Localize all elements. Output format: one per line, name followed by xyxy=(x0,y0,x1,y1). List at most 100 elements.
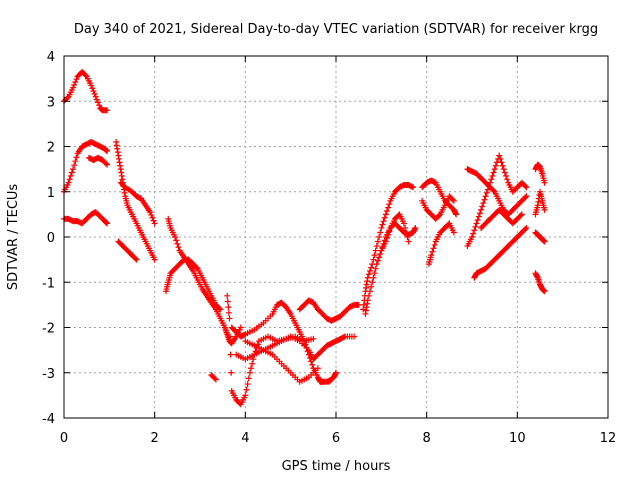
data-point xyxy=(149,214,156,221)
series-sat-aa xyxy=(532,161,548,186)
series-sat-w xyxy=(464,152,530,250)
data-point xyxy=(242,392,249,399)
data-point xyxy=(216,305,223,312)
data-point xyxy=(248,365,254,372)
data-point xyxy=(104,220,111,227)
data-point xyxy=(450,229,457,236)
data-point xyxy=(480,200,487,207)
y-tick-label: 4 xyxy=(47,50,55,65)
data-point xyxy=(151,220,158,227)
data-point xyxy=(518,211,525,218)
data-point xyxy=(369,279,376,286)
data-point xyxy=(228,369,235,376)
data-point xyxy=(68,169,75,176)
data-point xyxy=(499,162,506,169)
data-point xyxy=(405,238,412,245)
data-point xyxy=(503,172,509,179)
data-point xyxy=(309,361,316,368)
data-point xyxy=(73,76,80,83)
data-point xyxy=(193,264,200,271)
data-point xyxy=(365,271,372,278)
series-sat-c xyxy=(85,154,111,168)
x-tick-label: 12 xyxy=(600,431,617,446)
data-point xyxy=(372,247,379,254)
data-point xyxy=(368,283,375,290)
data-point xyxy=(541,288,548,295)
data-point xyxy=(522,183,529,190)
data-point xyxy=(373,243,380,250)
data-point xyxy=(224,298,231,305)
data-point xyxy=(386,201,393,208)
data-point xyxy=(483,189,490,196)
data-point xyxy=(96,102,103,109)
data-point xyxy=(404,234,411,240)
chart-title: Day 340 of 2021, Sidereal Day-to-day VTE… xyxy=(74,22,598,37)
data-point xyxy=(150,217,157,224)
data-point xyxy=(351,333,358,340)
data-point xyxy=(436,212,443,219)
data-point xyxy=(65,179,72,186)
data-point xyxy=(70,166,77,173)
data-point xyxy=(102,160,109,167)
data-point xyxy=(211,375,218,382)
data-point xyxy=(370,256,377,263)
data-point xyxy=(496,152,503,159)
data-point xyxy=(71,162,78,169)
data-point xyxy=(82,72,89,79)
data-point xyxy=(355,301,362,308)
data-point xyxy=(367,288,373,295)
data-point xyxy=(490,187,497,194)
data-point xyxy=(381,214,388,221)
data-point xyxy=(371,270,378,277)
series-sat-i xyxy=(163,256,224,313)
data-point xyxy=(372,265,379,272)
x-tick-label: 10 xyxy=(509,431,526,446)
data-point xyxy=(482,193,489,200)
data-point xyxy=(249,360,256,367)
data-point xyxy=(473,220,480,227)
data-point xyxy=(212,376,219,383)
data-point xyxy=(104,161,111,168)
x-tick-label: 2 xyxy=(151,431,159,446)
y-tick-label: -4 xyxy=(42,412,55,427)
data-point xyxy=(365,292,372,299)
data-point xyxy=(225,309,232,316)
data-point xyxy=(175,244,182,251)
data-point xyxy=(379,221,386,228)
series-sat-ad xyxy=(532,270,548,295)
data-point xyxy=(470,230,477,237)
data-point xyxy=(471,227,478,234)
data-point xyxy=(250,356,257,363)
data-point xyxy=(401,220,407,227)
data-point xyxy=(367,267,373,274)
data-point xyxy=(314,365,321,372)
series-sat-a xyxy=(61,68,111,114)
data-point xyxy=(385,204,392,211)
series-sat-u xyxy=(419,193,457,222)
data-point xyxy=(523,193,530,200)
series-sat-f xyxy=(117,179,158,227)
data-point xyxy=(412,224,419,231)
data-point xyxy=(93,96,100,103)
data-point xyxy=(104,107,111,114)
series-sat-b xyxy=(61,138,111,195)
data-point xyxy=(226,315,233,322)
data-point xyxy=(373,261,380,268)
data-point xyxy=(89,85,96,92)
data-point xyxy=(374,257,381,264)
data-point xyxy=(374,238,381,245)
data-point xyxy=(475,213,482,220)
data-point xyxy=(172,234,179,240)
data-point xyxy=(246,369,253,376)
data-point xyxy=(429,248,436,255)
data-point xyxy=(384,207,390,214)
x-tick-label: 6 xyxy=(332,431,340,446)
data-point xyxy=(73,154,80,161)
data-point xyxy=(66,176,73,183)
data-point xyxy=(523,224,530,231)
y-tick-label: 3 xyxy=(47,95,55,110)
data-point xyxy=(504,176,511,183)
data-point xyxy=(431,241,438,248)
data-point xyxy=(430,245,437,252)
